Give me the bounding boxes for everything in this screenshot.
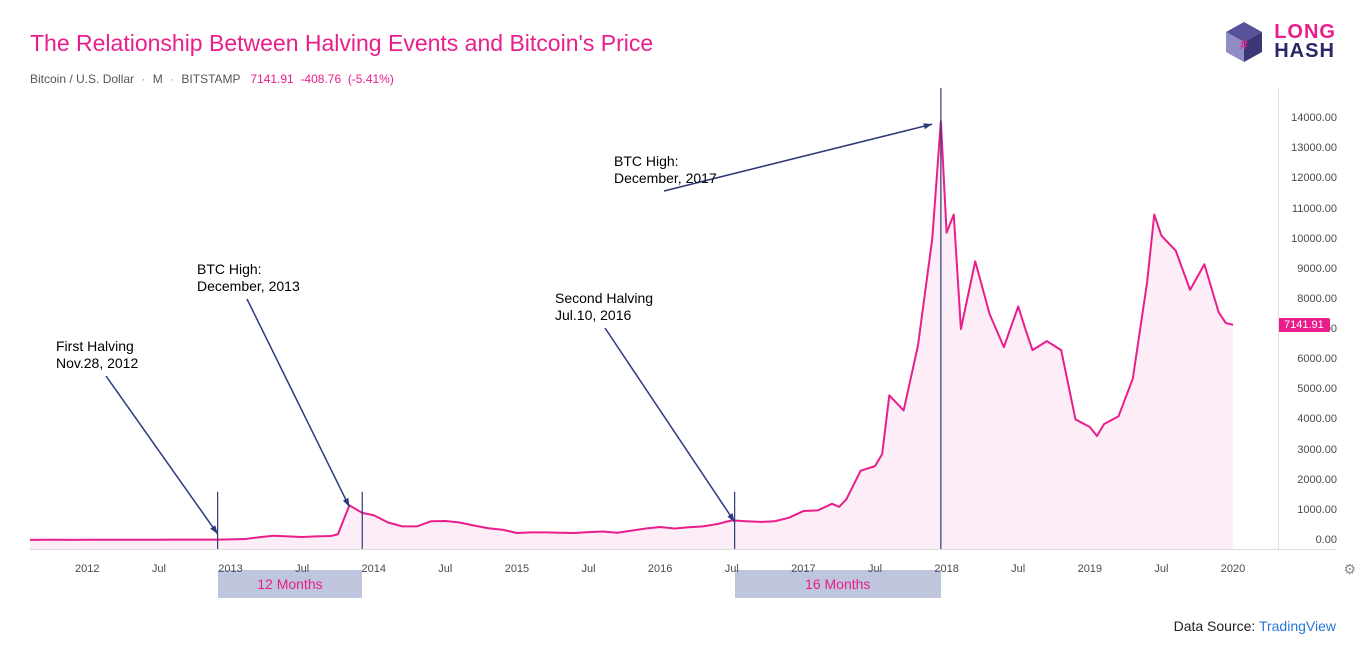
logo-cube-icon: # xyxy=(1222,20,1266,64)
y-tick: 0.00 xyxy=(1282,534,1337,546)
x-tick: 2015 xyxy=(505,563,529,575)
x-tick: 2019 xyxy=(1078,563,1102,575)
page: The Relationship Between Halving Events … xyxy=(0,0,1366,650)
ticker-info: Bitcoin / U.S. Dollar · M · BITSTAMP 714… xyxy=(30,72,394,86)
period-box: 16 Months xyxy=(735,570,941,598)
ticker-pair: Bitcoin / U.S. Dollar xyxy=(30,72,134,86)
y-tick: 5000.00 xyxy=(1282,383,1337,395)
x-tick: 2012 xyxy=(75,563,99,575)
y-tick: 14000.00 xyxy=(1282,112,1337,124)
annotation: BTC High:December, 2017 xyxy=(614,153,717,187)
ticker-exchange: BITSTAMP xyxy=(181,72,240,86)
annotation: BTC High:December, 2013 xyxy=(197,261,300,295)
settings-gear-icon[interactable]: ⚙ xyxy=(1343,561,1356,578)
y-tick: 10000.00 xyxy=(1282,233,1337,245)
data-source: Data Source: TradingView xyxy=(1174,618,1336,634)
logo-line2: HASH xyxy=(1274,42,1336,61)
y-tick: 13000.00 xyxy=(1282,142,1337,154)
ticker-sep: · xyxy=(141,72,145,86)
y-tick: 11000.00 xyxy=(1282,203,1337,215)
x-tick: Jul xyxy=(438,563,452,575)
y-tick: 9000.00 xyxy=(1282,263,1337,275)
x-axis-rule xyxy=(30,549,1336,550)
y-axis: 0.00 1000.00 2000.00 3000.00 4000.00 5000.00 6… xyxy=(1278,88,1358,549)
x-tick: 2014 xyxy=(361,563,385,575)
y-tick: 8000.00 xyxy=(1282,293,1337,305)
logo-text: LONG HASH xyxy=(1274,23,1336,61)
y-tick: 12000.00 xyxy=(1282,172,1337,184)
current-price-badge: 7141.91 xyxy=(1278,318,1330,332)
x-tick: Jul xyxy=(1011,563,1025,575)
chart-title: The Relationship Between Halving Events … xyxy=(30,30,653,57)
annotation: First HalvingNov.28, 2012 xyxy=(56,338,138,372)
x-tick: Jul xyxy=(582,563,596,575)
svg-text:#: # xyxy=(1240,36,1248,52)
x-tick: Jul xyxy=(1154,563,1168,575)
source-name: TradingView xyxy=(1259,618,1336,634)
ticker-interval: M xyxy=(153,72,163,86)
logo: # LONG HASH xyxy=(1222,20,1336,64)
x-tick: 2020 xyxy=(1221,563,1245,575)
y-tick: 4000.00 xyxy=(1282,413,1337,425)
y-tick: 2000.00 xyxy=(1282,474,1337,486)
annotation: Second HalvingJul.10, 2016 xyxy=(555,290,653,324)
source-label: Data Source: xyxy=(1174,618,1259,634)
ticker-price: 7141.91 xyxy=(250,72,293,86)
y-tick: 3000.00 xyxy=(1282,444,1337,456)
x-tick: 2016 xyxy=(648,563,672,575)
ticker-sep: · xyxy=(170,72,174,86)
y-tick: 6000.00 xyxy=(1282,353,1337,365)
y-tick: 1000.00 xyxy=(1282,504,1337,516)
x-tick: Jul xyxy=(152,563,166,575)
period-box: 12 Months xyxy=(218,570,363,598)
